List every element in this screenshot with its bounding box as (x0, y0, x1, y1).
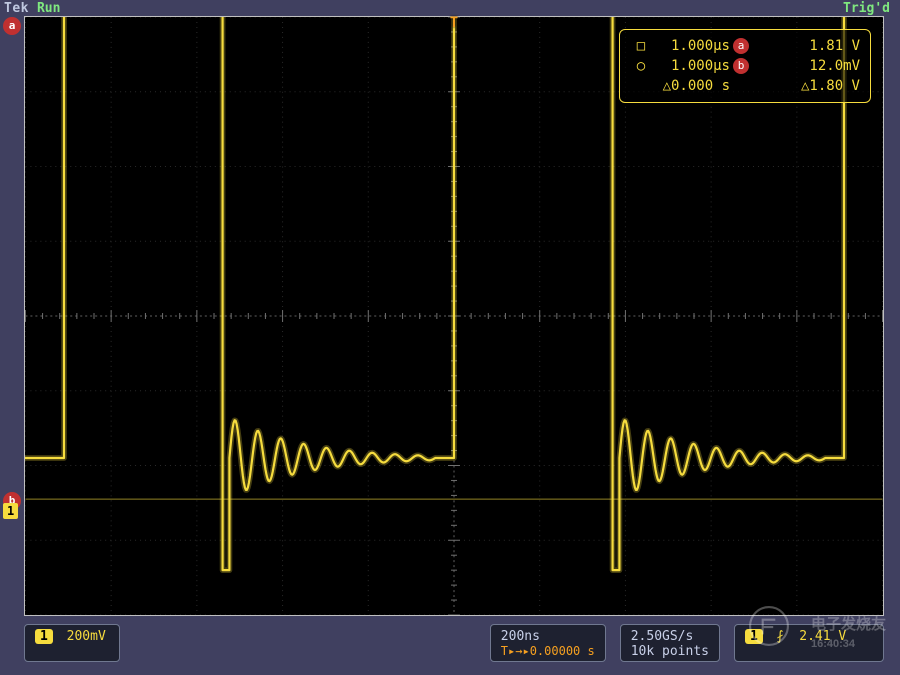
record-length: 10k points (631, 644, 709, 659)
timebase-readout[interactable]: 200ns T▸→▸0.00000 s (490, 624, 606, 662)
channel-badge: 1 (35, 629, 53, 644)
trigger-level: 2.41 V (799, 629, 846, 644)
channel-scale: 200mV (67, 629, 106, 644)
top-bar: Tek Run Trig'd (0, 0, 900, 16)
acquisition-readout[interactable]: 2.50GS/s 10k points (620, 624, 720, 662)
trigger-status: Trig'd (843, 1, 890, 16)
channel-scale-readout[interactable]: 1 200mV (24, 624, 120, 662)
run-state: Run (37, 1, 60, 16)
timebase-scale: 200ns (501, 629, 595, 644)
cursor-b-time: 1.000µs (652, 58, 730, 74)
timebase-delay: T▸→▸0.00000 s (501, 644, 595, 658)
sample-rate: 2.50GS/s (631, 629, 709, 644)
graticule[interactable]: T a b 1 □ 1.000µs a 1.81 V ○ 1.000µs b 1… (24, 16, 884, 616)
watermark-logo (748, 605, 790, 647)
cursor-row-delta: △0.000 s △1.80 V (630, 76, 860, 96)
cursor-b-symbol: ○ (630, 58, 652, 74)
cursor-row-a: □ 1.000µs a 1.81 V (630, 36, 860, 56)
cursor-readout-box[interactable]: □ 1.000µs a 1.81 V ○ 1.000µs b 12.0mV △0… (619, 29, 871, 103)
channel-1-ground-marker[interactable]: 1 (3, 503, 18, 519)
cursor-delta-value: △1.80 V (752, 78, 860, 94)
waveform-trace (25, 17, 883, 615)
cursor-a-time: 1.000µs (652, 38, 730, 54)
cursor-a-chip: a (730, 38, 752, 54)
cursor-b-chip: b (730, 58, 752, 74)
brand-label: Tek (4, 1, 29, 16)
cursor-a-symbol: □ (630, 38, 652, 54)
trigger-position-marker: T (450, 15, 458, 31)
scope-frame: Tek Run Trig'd T a b 1 □ 1.000µs a 1.81 … (0, 0, 900, 675)
cursor-b-value: 12.0mV (752, 58, 860, 74)
cursor-delta-time: △0.000 s (652, 78, 730, 94)
cursor-a-value: 1.81 V (752, 38, 860, 54)
cursor-a-marker[interactable]: a (3, 17, 21, 35)
cursor-row-b: ○ 1.000µs b 12.0mV (630, 56, 860, 76)
